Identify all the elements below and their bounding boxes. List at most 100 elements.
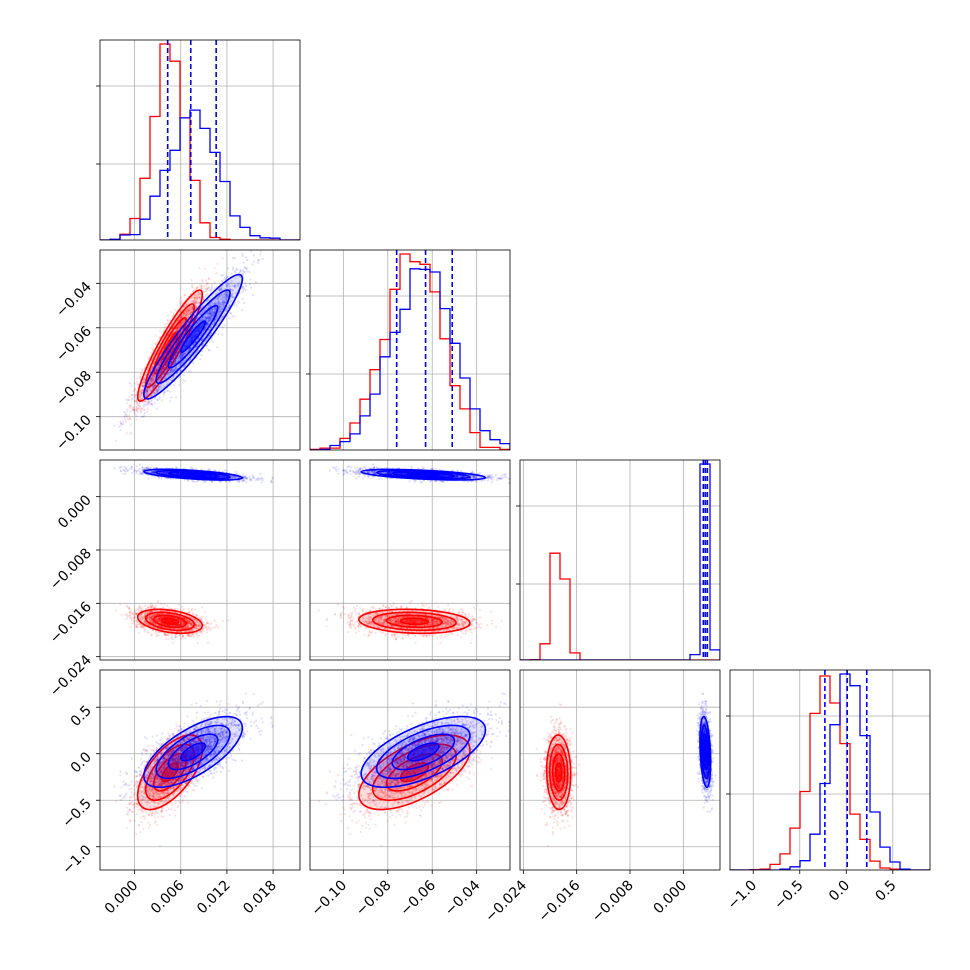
scatter-point bbox=[184, 314, 187, 317]
scatter-point bbox=[172, 376, 175, 379]
scatter-point bbox=[189, 309, 192, 312]
scatter-point bbox=[181, 308, 184, 311]
scatter-point bbox=[193, 314, 196, 317]
scatter-point bbox=[139, 398, 142, 401]
scatter-point bbox=[146, 390, 149, 393]
scatter-point bbox=[231, 257, 234, 260]
scatter-point bbox=[153, 384, 156, 387]
scatter-point bbox=[181, 315, 184, 318]
scatter-point bbox=[203, 267, 206, 270]
scatter-point bbox=[178, 326, 181, 329]
scatter-point bbox=[190, 305, 193, 308]
scatter-point bbox=[204, 294, 207, 297]
scatter-point bbox=[187, 309, 190, 312]
scatter-point bbox=[155, 367, 158, 371]
scatter-point bbox=[140, 393, 143, 397]
scatter-point bbox=[126, 408, 129, 411]
scatter-point bbox=[126, 418, 130, 421]
scatter-point bbox=[164, 323, 167, 326]
scatter-point bbox=[147, 366, 150, 369]
scatter-point bbox=[183, 294, 186, 297]
scatter-point bbox=[180, 301, 184, 304]
scatter-point bbox=[182, 312, 185, 315]
scatter-point bbox=[154, 369, 157, 372]
scatter-point bbox=[260, 227, 262, 229]
scatter-point bbox=[191, 306, 194, 309]
scatter-point bbox=[162, 367, 165, 370]
scatter-point bbox=[135, 405, 138, 408]
scatter-point bbox=[154, 368, 157, 372]
scatter-point bbox=[146, 388, 149, 391]
scatter-point bbox=[192, 361, 195, 365]
scatter-point bbox=[160, 383, 163, 386]
scatter-point bbox=[128, 418, 131, 421]
scatter-point bbox=[135, 402, 139, 405]
scatter-point bbox=[143, 408, 146, 411]
scatter-point bbox=[146, 392, 149, 395]
scatter-point bbox=[252, 254, 255, 257]
scatter-point bbox=[181, 322, 184, 325]
scatter-point bbox=[233, 270, 236, 273]
scatter-point bbox=[158, 372, 161, 375]
scatter-point bbox=[139, 392, 143, 395]
scatter-point bbox=[180, 321, 183, 324]
scatter-point bbox=[138, 377, 141, 380]
scatter-point bbox=[180, 315, 183, 318]
scatter-point bbox=[181, 354, 184, 357]
scatter-point bbox=[158, 362, 161, 365]
scatter-point bbox=[130, 384, 133, 387]
scatter-point bbox=[136, 381, 139, 384]
scatter-point bbox=[179, 375, 182, 378]
scatter-point bbox=[189, 311, 192, 314]
scatter-point bbox=[183, 312, 186, 315]
scatter-point bbox=[125, 431, 128, 435]
scatter-point bbox=[149, 389, 152, 392]
scatter-point bbox=[195, 357, 198, 360]
scatter-point bbox=[183, 305, 186, 308]
scatter-point bbox=[151, 387, 154, 390]
scatter-point bbox=[139, 406, 142, 409]
scatter-point bbox=[119, 429, 122, 432]
scatter-point bbox=[270, 245, 272, 247]
scatter-point bbox=[154, 389, 157, 392]
scatter-point bbox=[210, 339, 213, 342]
scatter-point bbox=[147, 382, 150, 385]
scatter-point bbox=[147, 399, 150, 402]
scatter-point bbox=[129, 405, 132, 408]
scatter-point bbox=[166, 604, 169, 607]
scatter-point bbox=[156, 367, 159, 370]
scatter-point bbox=[187, 370, 190, 373]
scatter-point bbox=[183, 311, 186, 314]
scatter-point bbox=[194, 295, 197, 298]
scatter-point bbox=[180, 352, 183, 355]
scatter-point bbox=[170, 396, 173, 399]
scatter-point bbox=[241, 290, 245, 293]
scatter-point bbox=[156, 398, 159, 401]
scatter-point bbox=[149, 370, 152, 373]
scatter-point bbox=[185, 314, 188, 317]
scatter-point bbox=[137, 407, 140, 410]
scatter-point bbox=[224, 277, 228, 280]
scatter-point bbox=[196, 295, 199, 298]
scatter-point bbox=[177, 319, 180, 322]
scatter-point bbox=[175, 326, 178, 329]
scatter-point bbox=[140, 407, 143, 411]
scatter-point bbox=[198, 296, 201, 299]
scatter-point bbox=[118, 425, 121, 428]
scatter-point bbox=[133, 408, 136, 411]
scatter-point bbox=[161, 368, 164, 371]
scatter-point bbox=[127, 398, 130, 401]
scatter-point bbox=[163, 366, 166, 370]
scatter-point bbox=[153, 401, 156, 404]
scatter-point bbox=[187, 302, 190, 305]
scatter-point bbox=[178, 318, 181, 321]
scatter-point bbox=[151, 376, 154, 379]
scatter-point bbox=[152, 380, 155, 383]
scatter-point bbox=[231, 266, 235, 269]
scatter-point bbox=[150, 377, 153, 380]
scatter-point bbox=[202, 297, 205, 300]
scatter-point bbox=[242, 261, 245, 264]
scatter-point bbox=[199, 284, 202, 287]
scatter-point bbox=[257, 261, 260, 264]
scatter-point bbox=[125, 414, 128, 417]
